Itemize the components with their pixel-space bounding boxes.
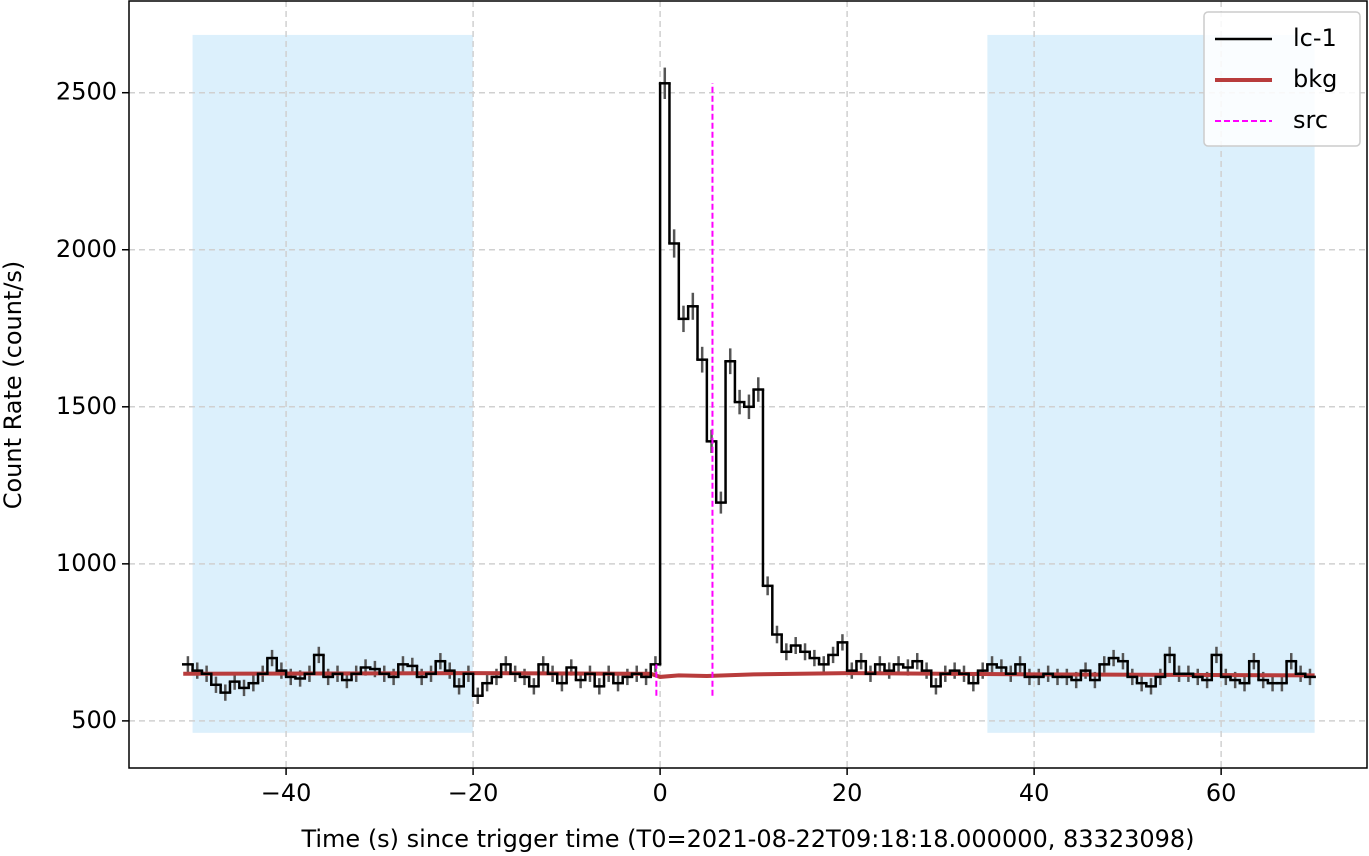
y-tick-label: 1500 [56, 392, 117, 420]
x-tick-label: 0 [652, 779, 667, 807]
x-tick-label: 40 [1019, 779, 1050, 807]
legend-label: src [1293, 106, 1328, 134]
y-tick-label: 500 [71, 706, 117, 734]
legend-box [1203, 11, 1361, 147]
x-tick-label: −20 [448, 779, 499, 807]
x-tick-label: 60 [1206, 779, 1237, 807]
background-region [192, 34, 474, 733]
y-tick-label: 2000 [56, 235, 117, 263]
x-tick-label: 20 [832, 779, 863, 807]
x-tick-label: −40 [261, 779, 312, 807]
plot-frame [128, 0, 1368, 769]
legend-label: lc-1 [1293, 24, 1337, 52]
background-region [987, 34, 1315, 733]
x-axis-label: Time (s) since trigger time (T0=2021-08-… [300, 825, 1194, 853]
y-tick-label: 1000 [56, 549, 117, 577]
legend: lc-1 bkg src [1203, 11, 1361, 147]
y-axis-label: Count Rate (count/s) [0, 261, 27, 510]
y-tick-label: 2500 [56, 78, 117, 106]
legend-label: bkg [1293, 65, 1337, 93]
